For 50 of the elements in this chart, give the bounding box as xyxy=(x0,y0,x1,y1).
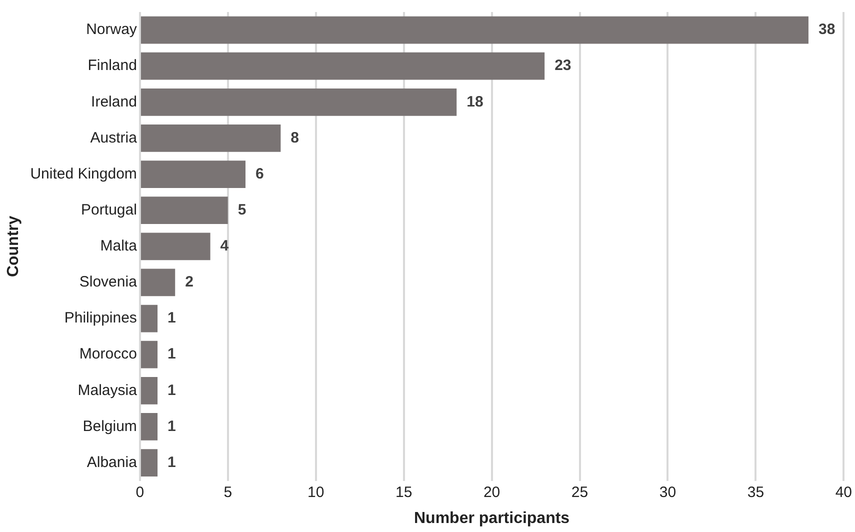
data-label: 2 xyxy=(185,274,194,291)
data-label: 1 xyxy=(168,310,176,327)
y-tick-label: Albania xyxy=(86,454,138,471)
bar xyxy=(140,16,808,44)
data-label: 1 xyxy=(168,418,176,435)
data-label: 1 xyxy=(168,346,176,363)
y-tick-label: Portugal xyxy=(81,201,137,218)
data-label: 18 xyxy=(466,93,484,110)
y-tick-label: Malta xyxy=(100,238,138,255)
bar xyxy=(140,268,176,296)
x-tick-label: 15 xyxy=(395,484,412,501)
y-tick-label: Slovenia xyxy=(79,274,138,291)
x-tick-label: 25 xyxy=(571,484,588,501)
bar xyxy=(140,88,457,116)
y-tick-label: United Kingdom xyxy=(30,165,137,182)
y-tick-label: Malaysia xyxy=(78,382,138,399)
bar xyxy=(140,196,228,224)
y-tick-label: Belgium xyxy=(82,418,137,435)
y-tick-label: Norway xyxy=(86,21,138,38)
bar xyxy=(140,413,158,440)
y-axis-title: Country xyxy=(5,216,22,278)
data-label: 8 xyxy=(290,129,300,146)
data-label: 1 xyxy=(168,382,176,399)
data-label: 38 xyxy=(818,21,836,38)
x-tick-label: 0 xyxy=(136,484,144,501)
data-label: 5 xyxy=(238,201,246,218)
bar xyxy=(140,304,158,332)
bar xyxy=(140,124,281,152)
x-tick-label: 30 xyxy=(659,484,676,501)
data-label: 6 xyxy=(255,165,264,182)
data-label: 4 xyxy=(220,238,230,255)
x-tick-label: 40 xyxy=(835,484,852,501)
x-tick-label: 10 xyxy=(308,484,324,501)
y-tick-label: Austria xyxy=(90,129,138,146)
data-label: 23 xyxy=(554,57,572,74)
y-tick-label: Ireland xyxy=(91,93,137,110)
data-label: 1 xyxy=(168,454,176,471)
y-tick-label: Morocco xyxy=(79,346,137,363)
bar xyxy=(140,340,158,368)
bar xyxy=(140,449,158,476)
x-tick-label: 5 xyxy=(224,484,232,501)
y-tick-label: Finland xyxy=(88,57,137,74)
x-tick-label: 20 xyxy=(483,484,500,501)
bar xyxy=(140,52,545,80)
bar xyxy=(140,232,210,260)
bar xyxy=(140,376,158,404)
x-axis-title: Number participants xyxy=(414,510,570,527)
x-tick-label: 35 xyxy=(747,484,764,501)
bar xyxy=(140,160,246,188)
y-tick-label: Philippines xyxy=(64,310,137,327)
